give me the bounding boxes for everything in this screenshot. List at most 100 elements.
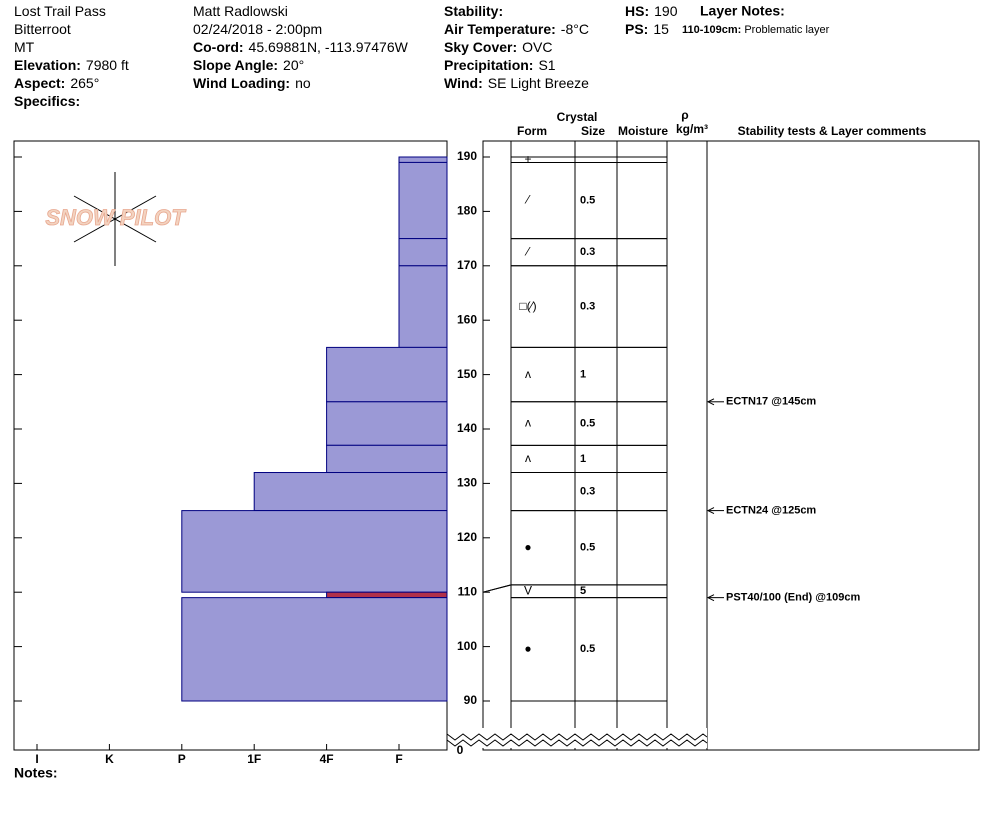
arrow-head	[706, 507, 715, 515]
column-header: Moisture	[618, 124, 668, 138]
logo-line	[73, 195, 157, 243]
header-field: Precipitation: S1	[444, 57, 556, 73]
hardness-label: 4F	[320, 752, 334, 766]
field-label: Stability:	[444, 3, 503, 19]
hardness-bar	[326, 401, 448, 446]
field-value: 15	[653, 21, 669, 37]
arrow-head	[706, 594, 715, 602]
header-field: MT	[14, 39, 35, 55]
header-field: Stability:	[444, 3, 503, 19]
field-value: 20°	[283, 57, 304, 73]
hardness-bar	[326, 591, 448, 599]
field-value: no	[295, 75, 311, 91]
grain-size: 1	[580, 453, 586, 465]
grain-form: ●	[524, 641, 531, 655]
grain-size: 0.5	[580, 542, 595, 554]
field-label: Aspect:	[14, 75, 65, 91]
header-field: Wind: SE Light Breeze	[444, 75, 589, 91]
grain-size: 0.5	[580, 417, 595, 429]
header-field: Bitterroot	[14, 21, 71, 37]
grain-size: 0.5	[580, 194, 595, 206]
field-label: Wind:	[444, 75, 483, 91]
field-value: MT	[14, 39, 35, 55]
depth-connector	[482, 584, 512, 593]
field-value: 265°	[70, 75, 99, 91]
hardness-label: 1F	[247, 752, 261, 766]
axis-break	[446, 739, 708, 747]
field-label: Elevation:	[14, 57, 81, 73]
table-frame	[482, 140, 980, 751]
field-value: SE Light Breeze	[488, 75, 589, 91]
hardness-bar	[398, 265, 448, 348]
depth-label: 180	[457, 204, 477, 218]
depth-label: 190	[457, 149, 477, 163]
layer-note: 110-109cm: Problematic layer	[682, 24, 830, 36]
grain-form: ⁄	[524, 193, 531, 207]
header-field: Air Temperature: -8°C	[444, 21, 589, 37]
header-field: Wind Loading: no	[193, 75, 311, 91]
grain-form: ●	[524, 540, 531, 554]
hardness-label: I	[35, 752, 38, 766]
grain-size: 0.3	[580, 301, 595, 313]
field-label: Co-ord:	[193, 39, 244, 55]
test-label: ECTN17 @145cm	[726, 396, 816, 408]
field-value: Bitterroot	[14, 21, 71, 37]
header-field: 02/24/2018 - 2:00pm	[193, 21, 322, 37]
header-field: Aspect: 265°	[14, 75, 99, 91]
hardness-bar	[326, 346, 448, 403]
column-header: Crystal	[557, 110, 598, 124]
field-value: Lost Trail Pass	[14, 3, 106, 19]
grain-form: □(⁄)	[519, 299, 536, 313]
depth-label: 160	[457, 312, 477, 326]
grain-size: 0.5	[580, 643, 595, 655]
depth-break-label: 0	[457, 743, 464, 757]
column-header: ρ	[681, 108, 688, 122]
field-value: 7980 ft	[86, 57, 129, 73]
field-label: Wind Loading:	[193, 75, 290, 91]
header-field: Lost Trail Pass	[14, 3, 106, 19]
header-field: Slope Angle: 20°	[193, 57, 304, 73]
field-value: 190	[654, 3, 678, 19]
hardness-bar	[398, 161, 448, 240]
test-label: PST40/100 (End) @109cm	[726, 592, 860, 604]
hardness-label: K	[105, 752, 114, 766]
test-label: ECTN24 @125cm	[726, 505, 816, 517]
depth-label: 120	[457, 530, 477, 544]
grain-size: 0.3	[580, 485, 595, 497]
hardness-bar	[398, 156, 448, 163]
logo-flake	[73, 172, 157, 266]
column-header: kg/m³	[676, 122, 708, 136]
depth-label: 150	[457, 367, 477, 381]
field-label: Sky Cover:	[444, 39, 517, 55]
field-label: Slope Angle:	[193, 57, 278, 73]
field-label: Specifics:	[14, 93, 80, 109]
header-field: HS: 190	[625, 3, 678, 19]
field-label: Air Temperature:	[444, 21, 556, 37]
hardness-bar	[398, 238, 448, 267]
header-field: Co-ord: 45.69881N, -113.97476W	[193, 39, 409, 55]
note-text: Problematic layer	[744, 24, 829, 36]
depth-label: 110	[458, 584, 478, 598]
column-header: Stability tests & Layer comments	[738, 124, 927, 138]
grain-size: 1	[580, 369, 586, 381]
axis-break	[446, 733, 708, 741]
notes-label: Notes:	[14, 765, 58, 781]
field-value: 02/24/2018 - 2:00pm	[193, 21, 322, 37]
hardness-bar	[326, 444, 448, 474]
hardness-bar	[181, 597, 448, 702]
depth-label: 100	[457, 639, 477, 653]
field-label: PS:	[625, 21, 648, 37]
depth-label: 90	[464, 693, 478, 707]
depth-label: 140	[457, 421, 477, 435]
header-field: Elevation: 7980 ft	[14, 57, 129, 73]
grain-form: ʌ	[525, 416, 531, 430]
field-value: 45.69881N, -113.97476W	[249, 39, 409, 55]
column-header: Size	[581, 124, 605, 138]
field-label: Precipitation:	[444, 57, 533, 73]
field-label: HS:	[625, 3, 649, 19]
header-field: PS: 15	[625, 21, 669, 37]
logo-text: SNOW PILOT	[45, 205, 186, 230]
layer-notes-label: Layer Notes:	[700, 3, 785, 19]
field-value: S1	[538, 57, 555, 73]
grain-size: 0.3	[580, 246, 595, 258]
